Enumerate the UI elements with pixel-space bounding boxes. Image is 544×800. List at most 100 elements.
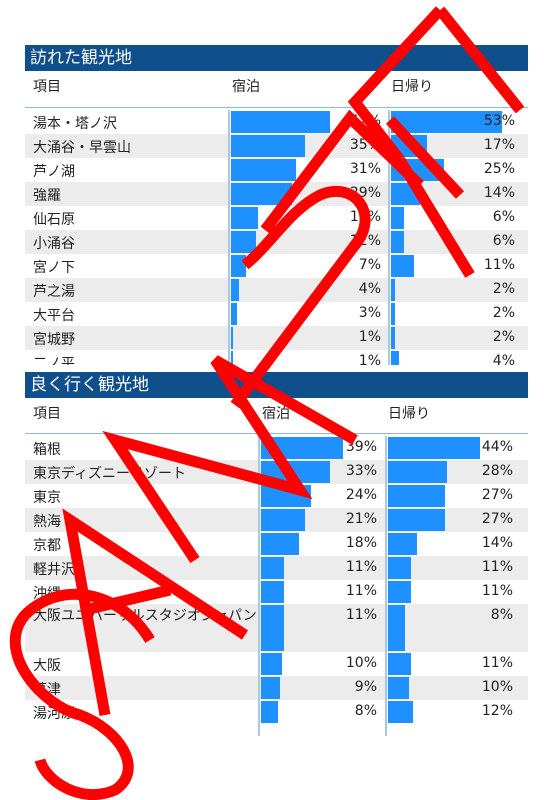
daytrip-value: 25%: [483, 161, 515, 177]
stay-bar: [231, 111, 330, 133]
row-label: 東京ディズニーリゾート: [33, 466, 187, 482]
daytrip-bar: [391, 231, 404, 253]
daytrip-value: 11%: [481, 583, 513, 599]
stay-bar: [261, 509, 306, 531]
daytrip-value: 8%: [490, 607, 513, 623]
column-item-label: 項目: [33, 406, 61, 422]
stay-bar: [261, 605, 285, 651]
stay-value: 31%: [349, 161, 381, 177]
stay-value: 29%: [349, 185, 381, 201]
table-row: 芦ノ湖 31% 25%: [25, 158, 528, 182]
daytrip-bar: [388, 437, 481, 459]
daytrip-bar: [391, 303, 396, 325]
daytrip-value: 12%: [481, 703, 513, 719]
stay-value: 8%: [354, 703, 377, 719]
daytrip-value: 28%: [481, 463, 513, 479]
column-daytrip-label: 日帰り: [391, 79, 433, 95]
row-label: 小涌谷: [33, 236, 75, 252]
table-row: 大平台 3% 2%: [25, 302, 528, 326]
stay-bar: [231, 159, 297, 181]
row-label: 芦ノ湖: [33, 164, 75, 180]
row-label: 強羅: [33, 188, 61, 204]
daytrip-value: 6%: [492, 233, 515, 249]
stay-bar: [261, 485, 312, 507]
stay-value: 12%: [349, 233, 381, 249]
stay-bar: [231, 351, 234, 365]
daytrip-value: 2%: [492, 305, 515, 321]
column-divider: [388, 110, 390, 365]
table-row: 大阪 10% 11%: [25, 652, 528, 676]
header-divider: [25, 107, 528, 108]
daytrip-value: 53%: [483, 113, 515, 129]
stay-value: 35%: [349, 137, 381, 153]
stay-bar: [231, 135, 305, 157]
daytrip-value: 4%: [492, 353, 515, 365]
stay-bar: [261, 653, 282, 675]
stay-bar: [261, 581, 285, 603]
stay-value: 24%: [345, 487, 377, 503]
stay-value: 1%: [358, 353, 381, 365]
daytrip-bar: [391, 135, 427, 157]
row-label: 東京: [33, 490, 61, 506]
daytrip-value: 10%: [481, 679, 513, 695]
table-row: 東京ディズニーリゾート 33% 28%: [25, 460, 528, 484]
row-label: 芦之湯: [33, 284, 75, 300]
stay-value: 18%: [345, 535, 377, 551]
column-divider: [258, 436, 260, 736]
column-header: 項目 宿泊 日帰り: [25, 398, 528, 424]
column-divider: [385, 436, 387, 736]
stay-value: 47%: [349, 113, 381, 129]
table-row: 熱海 21% 27%: [25, 508, 528, 532]
row-label: 大平台: [33, 308, 75, 324]
stay-value: 39%: [345, 439, 377, 455]
daytrip-bar: [388, 509, 445, 531]
daytrip-bar: [388, 677, 409, 699]
stay-value: 11%: [345, 583, 377, 599]
daytrip-value: 14%: [481, 535, 513, 551]
row-label: 大阪ユニバーサルスタジオジャパン: [33, 608, 257, 624]
row-label: 大涌谷・早雲山: [33, 140, 131, 156]
column-daytrip-label: 日帰り: [388, 406, 430, 422]
row-label: 軽井沢: [33, 562, 75, 578]
stay-value: 13%: [349, 209, 381, 225]
row-label: 京都: [33, 538, 61, 554]
daytrip-bar: [391, 351, 400, 365]
stay-bar: [231, 207, 259, 229]
daytrip-value: 11%: [483, 257, 515, 273]
column-stay-label: 宿泊: [232, 79, 260, 95]
section-title: 良く行く観光地: [25, 372, 528, 398]
stay-bar: [261, 701, 278, 723]
table-row: 宮城野 1% 2%: [25, 326, 528, 350]
stay-value: 1%: [358, 329, 381, 345]
stay-bar: [261, 557, 285, 579]
row-label: 熱海: [33, 514, 61, 530]
daytrip-value: 27%: [481, 511, 513, 527]
table-row: 大涌谷・早雲山 35% 17%: [25, 134, 528, 158]
stay-value: 3%: [358, 305, 381, 321]
stay-value: 9%: [354, 679, 377, 695]
stay-value: 10%: [345, 655, 377, 671]
daytrip-bar: [388, 557, 412, 579]
daytrip-bar: [388, 605, 405, 651]
table-row: 沖縄 11% 11%: [25, 580, 528, 604]
stay-value: 11%: [345, 559, 377, 575]
daytrip-bar: [391, 159, 444, 181]
table-row: 二ノ平 1% 4%: [25, 350, 528, 365]
stay-bar: [231, 183, 292, 205]
daytrip-bar: [388, 653, 412, 675]
daytrip-bar: [391, 327, 396, 349]
row-label: 宮城野: [33, 332, 75, 348]
table-row: 宮ノ下 7% 11%: [25, 254, 528, 278]
row-label: 大阪: [33, 658, 61, 674]
table-row: 小涌谷 12% 6%: [25, 230, 528, 254]
row-label: 湯本・塔ノ沢: [33, 116, 117, 132]
row-label: 箱根: [33, 442, 61, 458]
stay-value: 11%: [345, 607, 377, 623]
table-row: 軽井沢 11% 11%: [25, 556, 528, 580]
stay-bar: [231, 327, 234, 349]
column-stay-label: 宿泊: [262, 406, 290, 422]
table-row: 大阪ユニバーサルスタジオジャパン 11% 8%: [25, 604, 528, 652]
column-divider: [228, 110, 230, 365]
daytrip-bar: [388, 485, 445, 507]
stay-value: 7%: [358, 257, 381, 273]
